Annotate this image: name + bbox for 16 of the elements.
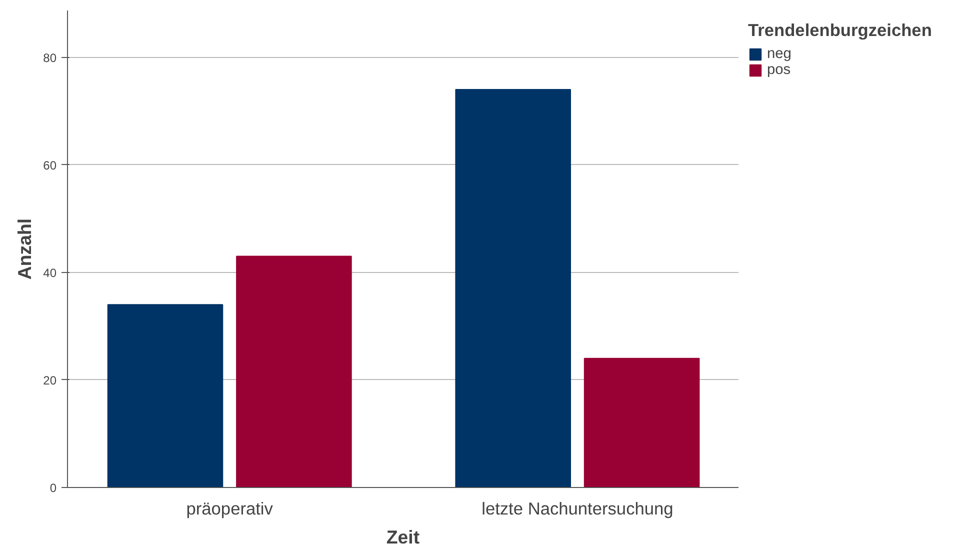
bar: [107, 304, 224, 488]
x-tick-label: letzte Nachuntersuchung: [482, 498, 674, 518]
y-tick-label: 0: [50, 481, 57, 495]
y-axis-title: Anzahl: [14, 218, 36, 280]
bar: [584, 358, 700, 488]
y-tick-label: 20: [43, 373, 57, 388]
bar: [236, 256, 352, 488]
x-tick-label: präoperativ: [186, 498, 274, 518]
legend-label: pos: [767, 62, 791, 78]
y-tick-label: 80: [43, 50, 57, 65]
legend-label: neg: [767, 46, 792, 62]
y-tick-label: 40: [43, 266, 57, 280]
x-axis-title: Zeit: [386, 526, 420, 548]
legend-title: Trendelenburgzeichen: [748, 20, 932, 41]
y-tick-label: 60: [43, 158, 57, 172]
bar: [455, 89, 571, 488]
